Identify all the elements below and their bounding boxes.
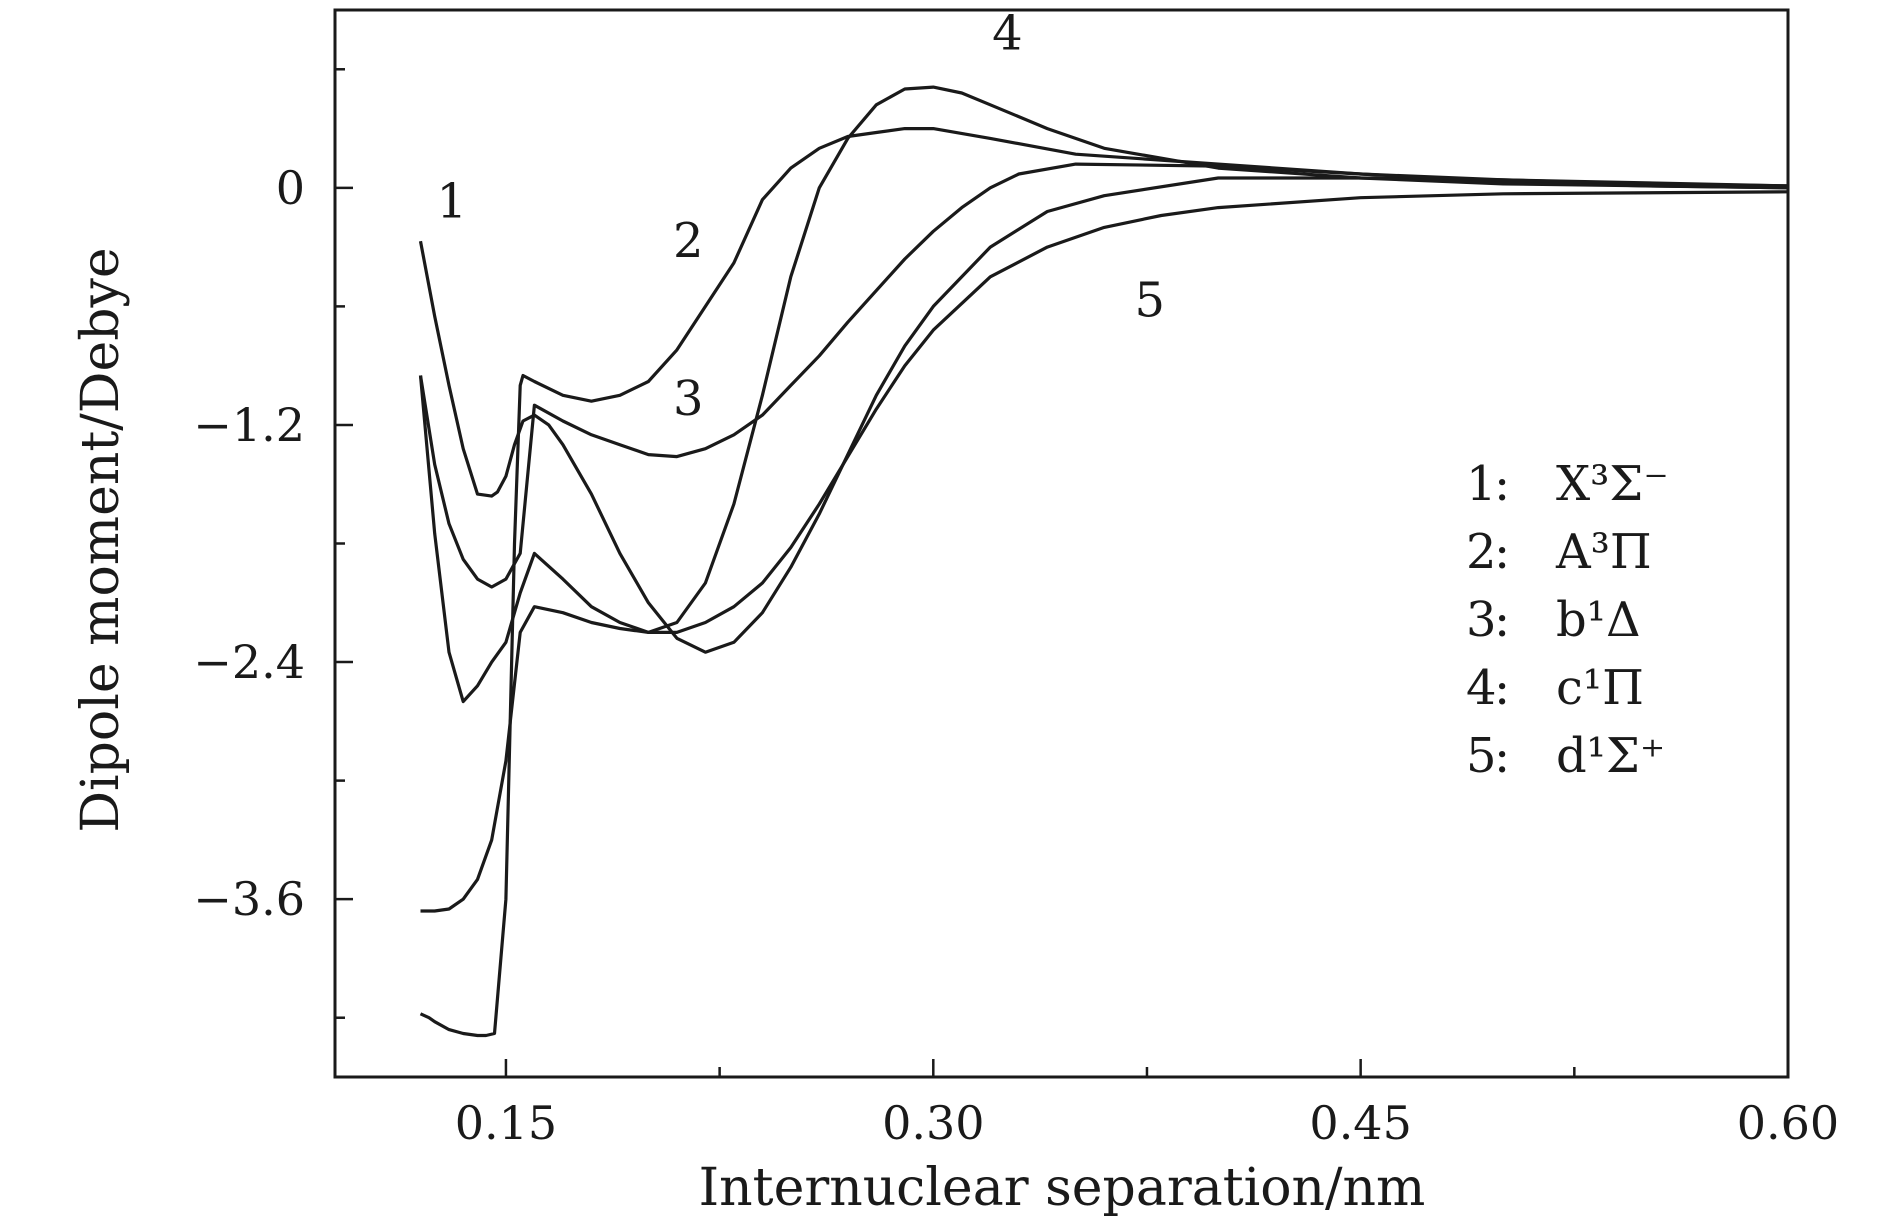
y-tick-label: −1.2 [193,398,305,452]
legend-label-1: X³Σ⁻ [1556,456,1669,512]
series-curves [418,85,1789,1038]
y-axis-title: Dipole moment/Debye [71,247,131,832]
legend-number-4: 4 [1466,660,1497,716]
curve-label-4: 4 [992,6,1023,62]
x-tick-label: 0.60 [1737,1096,1839,1150]
series-line-2 [419,127,1789,1038]
series-line-5 [420,190,1789,913]
curve-label-1: 1 [437,173,468,229]
legend-label-5: d¹Σ⁺ [1556,728,1665,784]
legend-colon-1: : [1494,456,1510,512]
legend-number-1: 1 [1466,456,1497,512]
series-line-3 [418,162,1789,589]
legend-label-2: A³Π [1555,524,1652,580]
x-tick-label: 0.45 [1309,1096,1411,1150]
y-tick-label: −3.6 [193,872,305,926]
curve-annotations: 1 2 3 4 5 [437,6,1166,428]
legend-colon-2: : [1494,524,1510,580]
legend-number-2: 2 [1466,524,1497,580]
tick-labels: 0.15 0.30 0.45 0.60 0 −1.2 −2.4 −3.6 [193,161,1839,1150]
legend-colon-4: : [1494,660,1510,716]
x-tick-label: 0.15 [455,1096,557,1150]
x-tick-label: 0.30 [882,1096,984,1150]
curve-label-5: 5 [1135,272,1166,328]
legend-colon-3: : [1494,592,1510,648]
legend-colon-5: : [1494,728,1510,784]
legend: 1 : X³Σ⁻ 2 : A³Π 3 : b¹Δ 4 : c¹Π 5 : d¹Σ… [1466,456,1669,784]
legend-label-4: c¹Π [1556,660,1644,716]
legend-number-3: 3 [1466,592,1497,648]
curve-label-2: 2 [673,213,704,269]
series-line-1 [418,176,1789,654]
legend-label-3: b¹Δ [1556,592,1641,648]
x-axis-title: Internuclear separation/nm [699,1158,1426,1218]
curve-label-3: 3 [673,371,704,427]
axis-ticks [335,68,1790,1077]
y-tick-label: 0 [276,161,305,215]
legend-number-5: 5 [1466,728,1497,784]
y-tick-label: −2.4 [193,635,305,689]
series-line-4 [418,85,1789,704]
